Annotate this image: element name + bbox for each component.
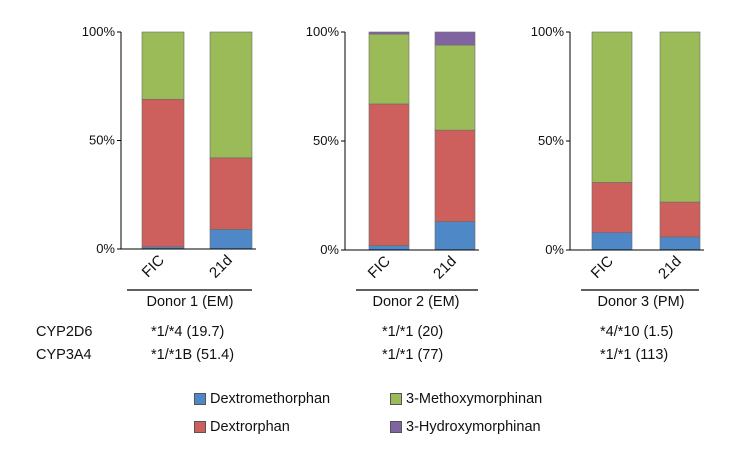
bar-segment	[591, 232, 633, 251]
bar-segment	[141, 98, 185, 248]
bar-segment	[368, 103, 410, 246]
y-tick-label: 0%	[320, 242, 339, 257]
legend-item-dextromethorphan: Dextromethorphan	[194, 390, 330, 408]
donor2-cyp2d6: *1/*1 (20)	[382, 324, 444, 340]
donor-label: Donor 3 (PM)	[597, 294, 684, 310]
legend-label: Dextromethorphan	[210, 391, 331, 407]
y-tick-label: 50%	[89, 133, 115, 148]
bar-segment	[141, 31, 185, 100]
category-label: 21d	[430, 253, 460, 283]
bar-segment	[209, 157, 253, 230]
bar-segment	[591, 182, 633, 233]
legend-swatch	[194, 421, 206, 433]
category-label: FIC	[365, 253, 394, 282]
legend-swatch	[390, 393, 402, 405]
donor1-cyp2d6: *1/*4 (19.7)	[151, 324, 225, 340]
donor-label: Donor 1 (EM)	[146, 294, 233, 310]
y-tick-label: 100%	[82, 24, 116, 39]
cyp3a4-row-label: CYP3A4	[36, 347, 92, 363]
donor1-cyp3a4: *1/*1B (51.4)	[151, 347, 235, 363]
donor3-cyp2d6: *4/*10 (1.5)	[600, 324, 674, 340]
bar-segment	[434, 129, 476, 222]
bar-segment	[209, 31, 253, 159]
legend-item-3-methoxymorphinan: 3-Methoxymorphinan	[390, 390, 542, 408]
donor3-cyp3a4: *1/*1 (113)	[600, 347, 669, 363]
donor2-cyp3a4: *1/*1 (77)	[382, 347, 444, 363]
legend-swatch	[390, 421, 402, 433]
legend-item-3-hydroxymorphinan: 3-Hydroxymorphinan	[390, 418, 541, 436]
legend-label: Dextrorphan	[210, 419, 290, 435]
donor-label: Donor 2 (EM)	[372, 294, 459, 310]
bar-segment	[659, 31, 701, 203]
y-tick-label: 0%	[96, 241, 115, 256]
category-label: FIC	[588, 253, 617, 282]
legend-swatch	[194, 393, 206, 405]
bar-segment	[591, 31, 633, 183]
bar-segment	[368, 31, 410, 35]
y-tick-label: 50%	[538, 133, 564, 148]
category-label: 21d	[655, 253, 685, 283]
y-tick-label: 0%	[545, 242, 564, 257]
bar-segment	[209, 229, 253, 250]
bar-segment	[368, 245, 410, 251]
category-label: FIC	[139, 252, 168, 281]
legend-label: 3-Hydroxymorphinan	[406, 419, 541, 435]
legend-label: 3-Methoxymorphinan	[406, 391, 543, 407]
bar-segment	[659, 201, 701, 238]
legend-item-dextrorphan: Dextrorphan	[194, 418, 290, 436]
y-tick-label: 100%	[531, 24, 565, 39]
bar-segment	[368, 33, 410, 105]
y-tick-label: 100%	[306, 24, 340, 39]
bar-segment	[659, 236, 701, 251]
bar-segment	[434, 31, 476, 46]
cyp2d6-row-label: CYP2D6	[36, 324, 93, 340]
bar-segment	[434, 44, 476, 131]
y-tick-label: 50%	[313, 133, 339, 148]
category-label: 21d	[206, 252, 236, 282]
bar-segment	[434, 221, 476, 251]
